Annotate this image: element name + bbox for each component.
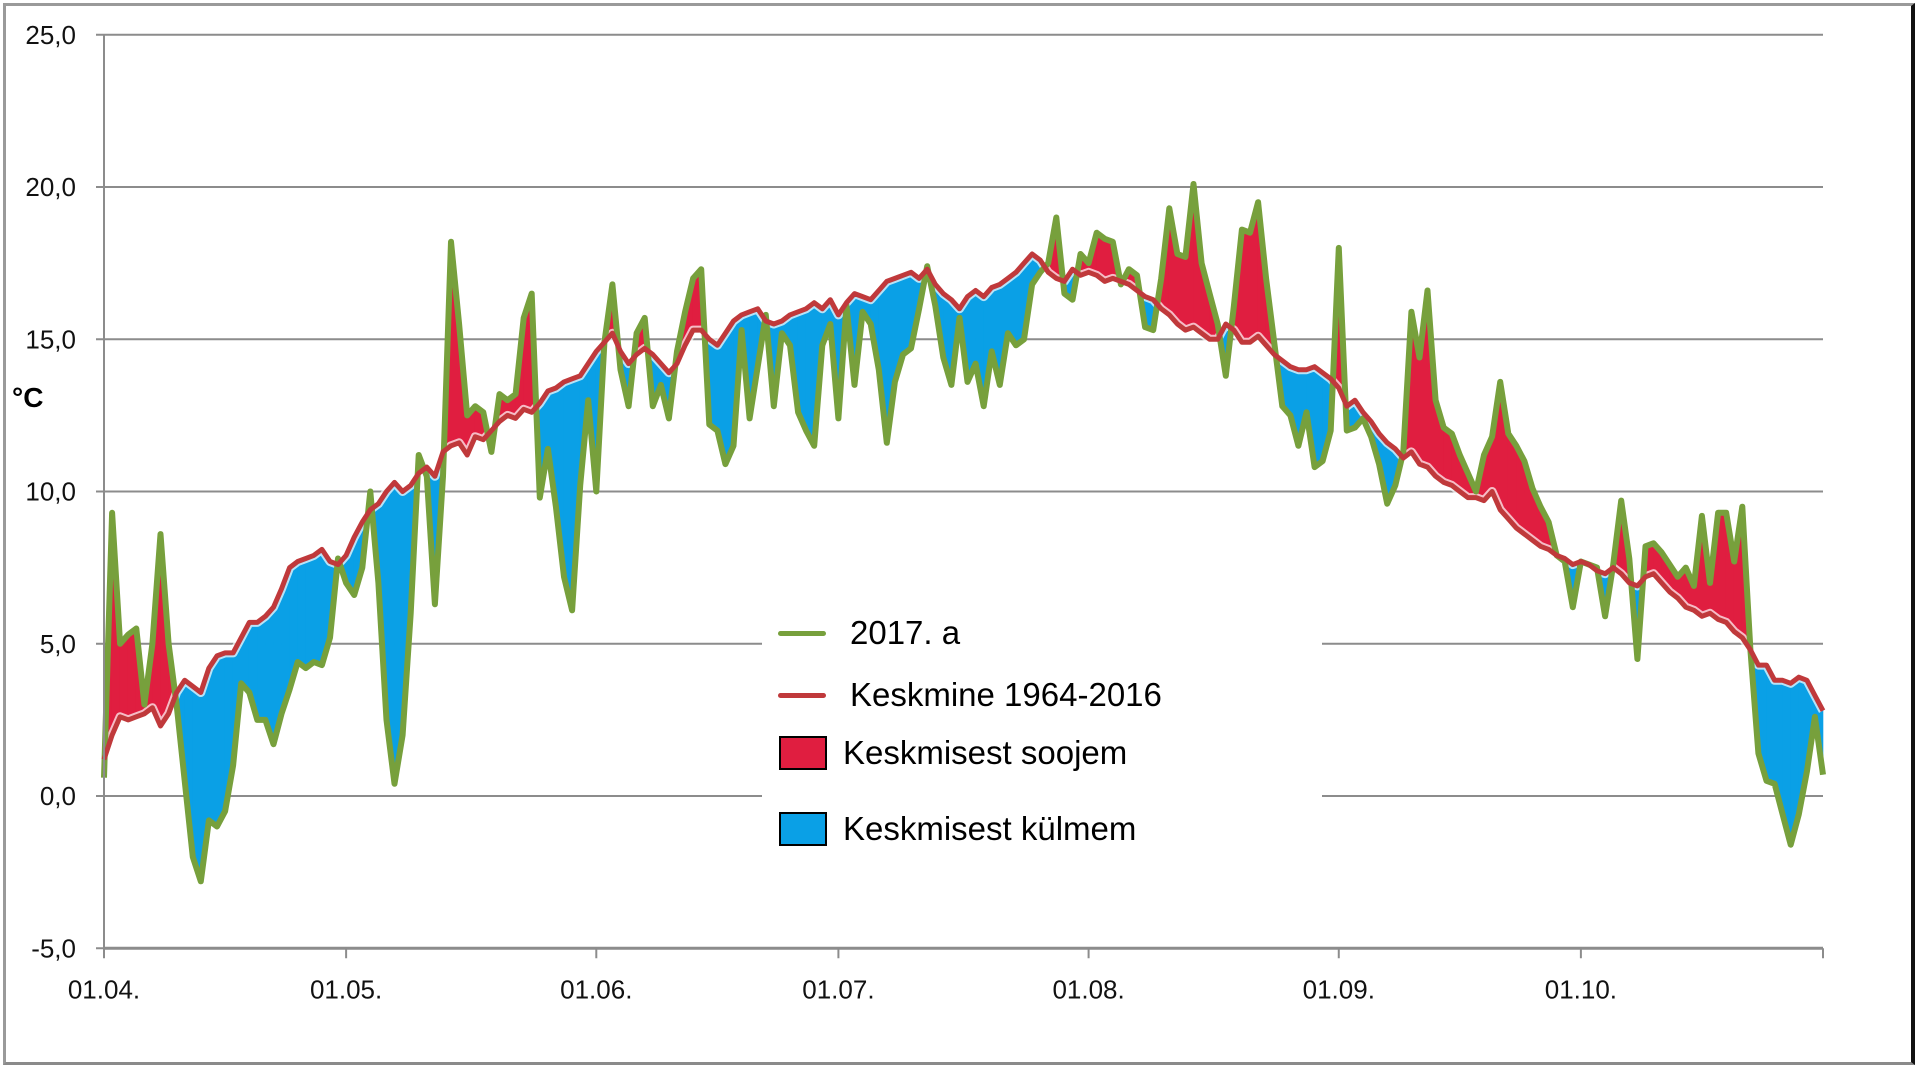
line-average <box>101 251 1826 761</box>
x-tick-label: 01.04. <box>68 974 140 1004</box>
axes <box>103 34 1823 950</box>
legend-item-average: Keskmine 1964-2016 <box>762 676 1162 714</box>
legend-item-warmer: Keskmisest soojem <box>762 734 1127 772</box>
green-line-icon <box>778 630 826 636</box>
chart-frame <box>3 3 1915 1065</box>
x-tick-label: 01.07. <box>802 974 874 1004</box>
y-tick-label: 0,0 <box>40 781 76 811</box>
y-tick-label: 20,0 <box>25 172 76 202</box>
blue-box-icon <box>779 812 827 846</box>
series-lines <box>99 181 1827 885</box>
y-tick-label: 10,0 <box>25 477 76 507</box>
red-box-icon <box>779 736 827 770</box>
y-tick-label: -5,0 <box>31 933 76 963</box>
legend-label: Keskmisest külmem <box>843 810 1137 847</box>
y-tick-label: 5,0 <box>40 629 76 659</box>
x-tick-label: 01.10. <box>1545 974 1617 1004</box>
red-line-icon <box>778 692 826 698</box>
legend-item-2017: 2017. a <box>762 614 960 652</box>
chart-legend: 2017. a Keskmine 1964-2016 Keskmisest so… <box>762 604 1322 874</box>
line-2017 <box>101 181 1826 885</box>
x-axis-ticks: 01.04. 01.05. 01.06. 01.07. 01.08. 01.09. 01.1… <box>68 948 1824 1004</box>
x-tick-label: 01.08. <box>1052 974 1124 1004</box>
y-tick-label: 25,0 <box>25 20 76 50</box>
legend-label: Keskmisest soojem <box>843 734 1128 771</box>
x-tick-label: 01.09. <box>1303 974 1375 1004</box>
y-axis-ticks: -5,0 0,0 5,0 10,0 15,0 20,0 25,0 <box>25 20 76 964</box>
legend-item-colder: Keskmisest külmem <box>762 810 1136 848</box>
legend-label: Keskmine 1964-2016 <box>850 676 1162 713</box>
y-tick-label: 15,0 <box>25 324 76 354</box>
x-tick-label: 01.05. <box>310 974 382 1004</box>
legend-label: 2017. a <box>850 614 961 651</box>
x-tick-label: 01.06. <box>560 974 632 1004</box>
y-axis-unit-label: °C <box>12 382 43 413</box>
